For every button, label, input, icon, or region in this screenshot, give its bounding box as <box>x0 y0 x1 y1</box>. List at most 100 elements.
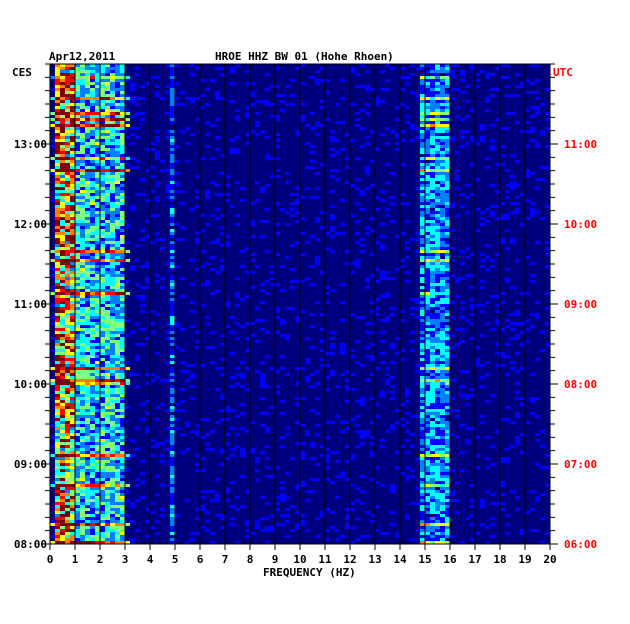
heatmap-cell <box>125 121 130 124</box>
heatmap-cell <box>130 331 135 334</box>
heatmap-cell <box>190 364 195 367</box>
heatmap-cell <box>70 226 75 229</box>
heatmap-cell <box>540 445 545 448</box>
heatmap-cell <box>75 109 80 112</box>
heatmap-cell <box>65 91 70 94</box>
heatmap-cell <box>300 442 305 445</box>
heatmap-cell <box>120 79 125 82</box>
heatmap-cell <box>75 238 80 241</box>
heatmap-cell <box>280 94 285 97</box>
heatmap-cell <box>440 469 445 472</box>
heatmap-cell <box>185 370 190 373</box>
heatmap-cell <box>435 118 440 121</box>
heatmap-cell <box>365 379 370 382</box>
heatmap-cell <box>285 172 290 175</box>
heatmap-cell <box>465 85 470 88</box>
heatmap-cell <box>420 334 425 337</box>
heatmap-cell <box>455 115 460 118</box>
heatmap-cell <box>145 427 150 430</box>
heatmap-cell <box>60 169 65 172</box>
heatmap-cell <box>425 379 430 382</box>
heatmap-cell <box>230 454 235 457</box>
heatmap-cell <box>100 484 105 487</box>
heatmap-cell <box>90 178 95 181</box>
heatmap-cell <box>445 358 450 361</box>
heatmap-cell <box>70 391 75 394</box>
heatmap-cell <box>70 178 75 181</box>
heatmap-cell <box>55 79 60 82</box>
heatmap-cell <box>90 121 95 124</box>
heatmap-cell <box>305 277 310 280</box>
heatmap-cell <box>70 148 75 151</box>
heatmap-cell <box>220 214 225 217</box>
heatmap-cell <box>70 142 75 145</box>
heatmap-cell <box>90 214 95 217</box>
heatmap-cell <box>295 316 300 319</box>
heatmap-cell <box>75 181 80 184</box>
heatmap-cell <box>85 346 90 349</box>
heatmap-cell <box>420 109 425 112</box>
heatmap-cell <box>285 508 290 511</box>
heatmap-cell <box>465 517 470 520</box>
heatmap-cell <box>85 145 90 148</box>
heatmap-cell <box>230 505 235 508</box>
heatmap-cell <box>470 388 475 391</box>
heatmap-cell <box>515 94 520 97</box>
heatmap-cell <box>105 358 110 361</box>
heatmap-cell <box>205 280 210 283</box>
heatmap-cell <box>205 283 210 286</box>
heatmap-cell <box>505 190 510 193</box>
heatmap-cell <box>545 166 550 169</box>
heatmap-cell <box>230 82 235 85</box>
heatmap-cell <box>405 421 410 424</box>
heatmap-cell <box>395 268 400 271</box>
heatmap-cell <box>95 319 100 322</box>
heatmap-cell <box>50 316 55 319</box>
heatmap-cell <box>95 82 100 85</box>
heatmap-cell <box>385 271 390 274</box>
heatmap-cell <box>115 397 120 400</box>
heatmap-cell <box>65 301 70 304</box>
heatmap-cell <box>425 274 430 277</box>
heatmap-cell <box>465 370 470 373</box>
heatmap-cell <box>95 433 100 436</box>
heatmap-cell <box>50 322 55 325</box>
heatmap-cell <box>75 388 80 391</box>
heatmap-cell <box>260 379 265 382</box>
heatmap-cell <box>80 214 85 217</box>
heatmap-cell <box>70 166 75 169</box>
heatmap-cell <box>215 136 220 139</box>
heatmap-cell <box>405 475 410 478</box>
heatmap-cell <box>140 295 145 298</box>
heatmap-cell <box>435 292 440 295</box>
heatmap-cell <box>445 199 450 202</box>
heatmap-cell <box>435 412 440 415</box>
heatmap-cell <box>120 427 125 430</box>
heatmap-cell <box>110 181 115 184</box>
heatmap-cell <box>450 379 455 382</box>
heatmap-cell <box>95 511 100 514</box>
heatmap-cell <box>410 340 415 343</box>
heatmap-cell <box>425 511 430 514</box>
heatmap-cell <box>500 457 505 460</box>
heatmap-cell <box>115 307 120 310</box>
heatmap-cell <box>105 97 110 100</box>
heatmap-cell <box>60 532 65 535</box>
heatmap-cell <box>95 379 100 382</box>
heatmap-cell <box>455 511 460 514</box>
heatmap-cell <box>70 388 75 391</box>
heatmap-cell <box>95 235 100 238</box>
heatmap-cell <box>510 361 515 364</box>
heatmap-cell <box>175 97 180 100</box>
heatmap-cell <box>75 328 80 331</box>
heatmap-cell <box>115 295 120 298</box>
heatmap-cell <box>440 265 445 268</box>
heatmap-cell <box>175 103 180 106</box>
heatmap-cell <box>480 211 485 214</box>
heatmap-cell <box>120 421 125 424</box>
heatmap-cell <box>100 412 105 415</box>
heatmap-cell <box>90 328 95 331</box>
heatmap-cell <box>90 343 95 346</box>
heatmap-cell <box>110 457 115 460</box>
heatmap-cell <box>390 385 395 388</box>
